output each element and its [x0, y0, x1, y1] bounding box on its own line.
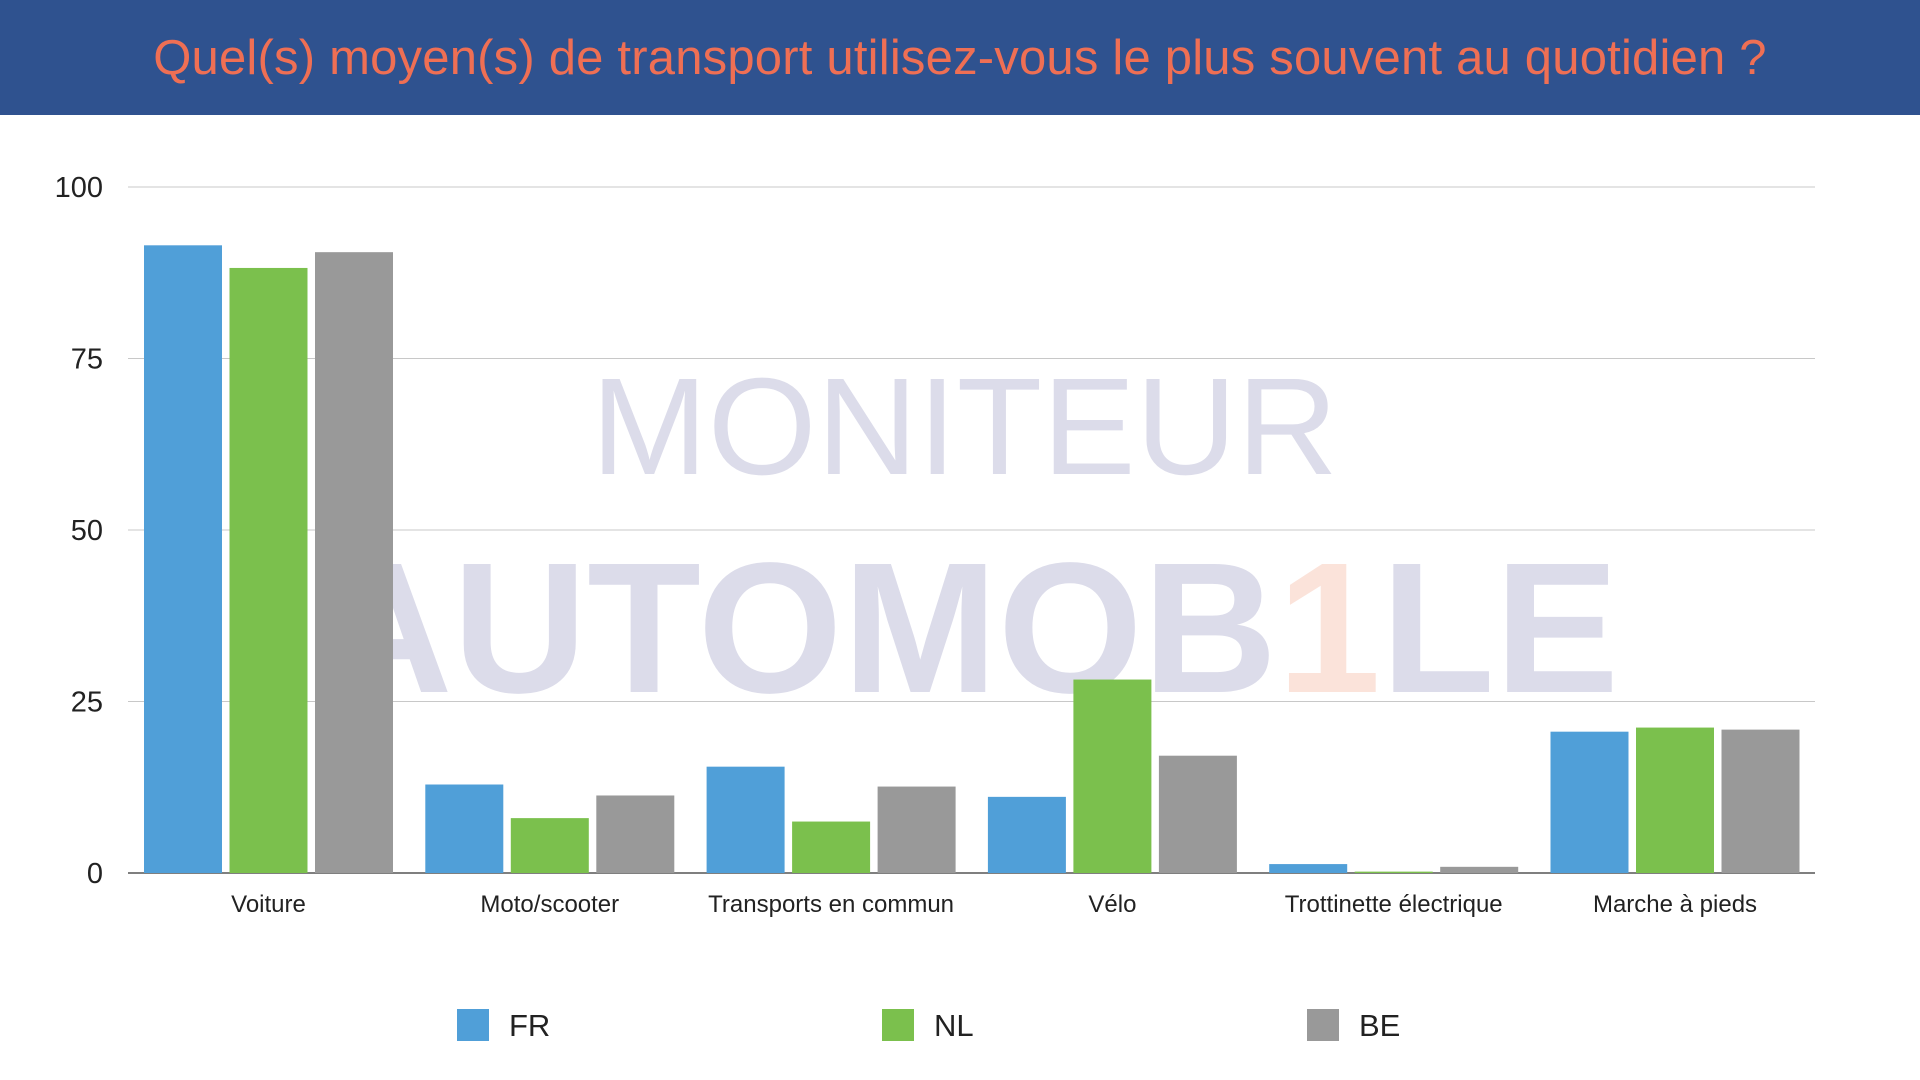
bar-be	[1158, 755, 1237, 873]
x-tick-label: Transports en commun	[708, 891, 954, 918]
y-tick-label: 0	[87, 858, 103, 890]
bar-fr	[1550, 731, 1629, 873]
bar-fr	[144, 245, 222, 873]
bar-nl	[1636, 727, 1714, 873]
y-tick-label: 25	[71, 687, 103, 719]
x-tick-label: Vélo	[1088, 891, 1136, 918]
chart-title: Quel(s) moyen(s) de transport utilisez-v…	[153, 30, 1767, 85]
bar-be	[1440, 866, 1519, 873]
bar-fr	[706, 766, 785, 873]
legend-label-fr: FR	[509, 1008, 550, 1043]
y-tick-label: 75	[71, 344, 103, 376]
bar-be	[1721, 729, 1800, 873]
bar-fr	[1269, 864, 1348, 873]
bar-fr	[987, 796, 1066, 873]
bar-be	[315, 252, 393, 874]
header-banner: Quel(s) moyen(s) de transport utilisez-v…	[0, 0, 1920, 115]
legend-swatch-be	[1307, 1009, 1339, 1041]
x-tick-label: Trottinette électrique	[1285, 891, 1503, 918]
y-tick-label: 100	[55, 172, 103, 204]
watermark-line1: MONITEUR	[591, 350, 1338, 504]
legend-label-nl: NL	[934, 1008, 974, 1043]
bar-be	[877, 786, 956, 873]
bar-nl	[510, 818, 589, 873]
y-tick-label: 50	[71, 515, 103, 547]
watermark-line2: AUTOMOB1LE	[318, 525, 1619, 732]
x-tick-label: Voiture	[231, 891, 306, 918]
legend-label-be: BE	[1359, 1008, 1400, 1043]
x-tick-label: Marche à pieds	[1593, 891, 1757, 918]
bar-nl	[229, 267, 308, 873]
bar-nl	[792, 821, 871, 873]
bar-fr	[425, 784, 504, 873]
x-tick-label: Moto/scooter	[480, 891, 619, 918]
bar-be	[596, 795, 675, 873]
legend-swatch-nl	[882, 1009, 914, 1041]
bar-nl	[1073, 679, 1152, 873]
bar-nl	[1354, 871, 1433, 873]
legend-swatch-fr	[457, 1009, 489, 1041]
